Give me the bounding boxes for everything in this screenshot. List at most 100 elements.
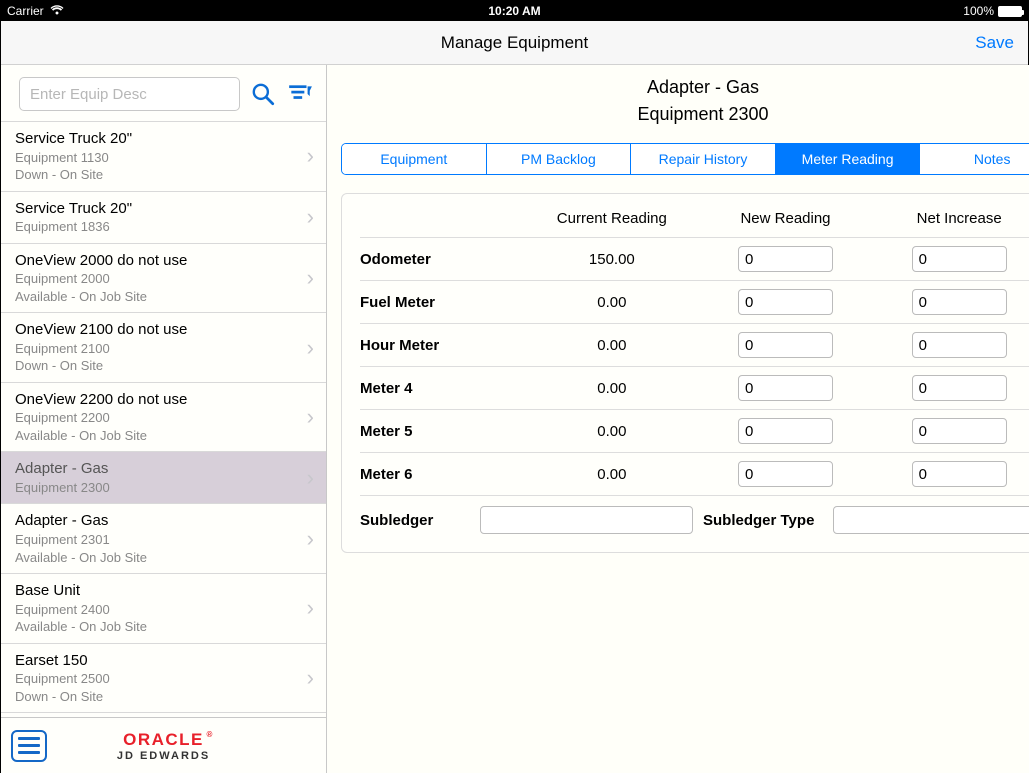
list-item[interactable]: Earset 150Equipment 2500Down - On Site› — [1, 644, 326, 714]
tab-pm-backlog[interactable]: PM Backlog — [487, 144, 632, 174]
item-line1: Equipment 2500 — [15, 670, 314, 688]
meter-row: Odometer150.00 — [360, 237, 1029, 280]
search-input[interactable] — [19, 77, 240, 111]
meter-panel: Current Reading New Reading Net Increase… — [341, 193, 1029, 553]
list-item[interactable]: Spiral Wound Copper — [1, 713, 326, 717]
item-line2: Available - On Job Site — [15, 549, 314, 567]
detail-header: Adapter - Gas Equipment 2300 — [327, 65, 1029, 133]
tabs: EquipmentPM BacklogRepair HistoryMeter R… — [341, 143, 1029, 175]
sidebar: Service Truck 20"Equipment 1130Down - On… — [1, 65, 327, 773]
main-panel: Adapter - Gas Equipment 2300 EquipmentPM… — [327, 65, 1029, 773]
col-new-header: New Reading — [699, 210, 873, 227]
meter-net-input[interactable] — [912, 332, 1007, 358]
chevron-right-icon: › — [307, 265, 314, 291]
list-item[interactable]: OneView 2100 do not useEquipment 2100Dow… — [1, 313, 326, 383]
status-bar: Carrier 10:20 AM 100% — [1, 1, 1028, 21]
meter-net-input[interactable] — [912, 418, 1007, 444]
meter-row: Meter 50.00 — [360, 409, 1029, 452]
item-title: Service Truck 20" — [15, 199, 314, 219]
item-line1: Equipment 2301 — [15, 531, 314, 549]
tab-equipment[interactable]: Equipment — [342, 144, 487, 174]
meter-label: Meter 5 — [360, 423, 525, 440]
subledger-type-label: Subledger Type — [703, 512, 823, 529]
meter-new-input[interactable] — [738, 332, 833, 358]
status-left: Carrier — [7, 4, 64, 18]
meter-current: 0.00 — [525, 423, 699, 440]
item-title: Adapter - Gas — [15, 459, 314, 479]
subledger-row: Subledger Subledger Type — [360, 495, 1029, 534]
chevron-right-icon: › — [307, 335, 314, 361]
item-line2: Available - On Job Site — [15, 618, 314, 636]
meter-row: Meter 40.00 — [360, 366, 1029, 409]
list-item[interactable]: Adapter - GasEquipment 2301Available - O… — [1, 504, 326, 574]
status-time: 10:20 AM — [488, 4, 540, 18]
meter-net-input[interactable] — [912, 289, 1007, 315]
item-title: Earset 150 — [15, 651, 314, 671]
meter-new-input[interactable] — [738, 461, 833, 487]
col-current-header: Current Reading — [525, 210, 699, 227]
list-item[interactable]: Service Truck 20"Equipment 1836› — [1, 192, 326, 244]
chevron-right-icon: › — [307, 665, 314, 691]
tab-notes[interactable]: Notes — [920, 144, 1029, 174]
top-bar: Manage Equipment Save — [1, 21, 1028, 65]
meter-label: Meter 6 — [360, 466, 525, 483]
chevron-right-icon: › — [307, 595, 314, 621]
item-title: Adapter - Gas — [15, 511, 314, 531]
equipment-list: Service Truck 20"Equipment 1130Down - On… — [1, 122, 326, 717]
meter-label: Meter 4 — [360, 380, 525, 397]
meter-row: Meter 60.00 — [360, 452, 1029, 495]
search-row — [1, 65, 326, 122]
tab-repair-history[interactable]: Repair History — [631, 144, 776, 174]
item-line1: Equipment 2000 — [15, 270, 314, 288]
meter-new-input[interactable] — [738, 418, 833, 444]
menu-button[interactable] — [11, 730, 47, 762]
content: Service Truck 20"Equipment 1130Down - On… — [1, 65, 1028, 773]
oracle-label: ORACLE — [123, 730, 204, 750]
search-icon[interactable] — [248, 79, 277, 109]
meter-new-input[interactable] — [738, 289, 833, 315]
filter-icon[interactable] — [285, 79, 314, 109]
meter-row: Hour Meter0.00 — [360, 323, 1029, 366]
footer: ORACLE JD EDWARDS — [1, 717, 326, 773]
item-title: OneView 2200 do not use — [15, 390, 314, 410]
item-line2: Down - On Site — [15, 357, 314, 375]
brand-logo: ORACLE JD EDWARDS — [67, 730, 260, 762]
meter-net-input[interactable] — [912, 461, 1007, 487]
jd-edwards-label: JD EDWARDS — [117, 750, 210, 762]
item-title: OneView 2000 do not use — [15, 251, 314, 271]
list-item[interactable]: Service Truck 20"Equipment 1130Down - On… — [1, 122, 326, 192]
status-right: 100% — [963, 4, 1022, 18]
col-net-header: Net Increase — [872, 210, 1029, 227]
detail-title: Adapter - Gas — [327, 77, 1029, 98]
list-item[interactable]: OneView 2200 do not useEquipment 2200Ava… — [1, 383, 326, 453]
subledger-type-input[interactable] — [833, 506, 1029, 534]
page-title: Manage Equipment — [441, 33, 588, 53]
list-item[interactable]: Adapter - GasEquipment 2300› — [1, 452, 326, 504]
item-line2: Available - On Job Site — [15, 427, 314, 445]
item-line1: Equipment 2200 — [15, 409, 314, 427]
meter-net-input[interactable] — [912, 246, 1007, 272]
save-button[interactable]: Save — [975, 33, 1014, 53]
item-line1: Equipment 1836 — [15, 218, 314, 236]
meter-net-input[interactable] — [912, 375, 1007, 401]
meter-current: 0.00 — [525, 294, 699, 311]
meter-row: Fuel Meter0.00 — [360, 280, 1029, 323]
meter-label: Hour Meter — [360, 337, 525, 354]
tab-meter-reading[interactable]: Meter Reading — [776, 144, 921, 174]
meter-new-input[interactable] — [738, 375, 833, 401]
meter-current: 0.00 — [525, 466, 699, 483]
list-item[interactable]: Base UnitEquipment 2400Available - On Jo… — [1, 574, 326, 644]
item-line1: Equipment 2400 — [15, 601, 314, 619]
subledger-input[interactable] — [480, 506, 693, 534]
battery-percent: 100% — [963, 4, 994, 18]
meter-new-input[interactable] — [738, 246, 833, 272]
meter-current: 150.00 — [525, 251, 699, 268]
meter-label: Odometer — [360, 251, 525, 268]
battery-icon — [998, 6, 1022, 17]
item-title: Service Truck 20" — [15, 129, 314, 149]
meter-current: 0.00 — [525, 380, 699, 397]
meter-label: Fuel Meter — [360, 294, 525, 311]
item-line1: Equipment 2300 — [15, 479, 314, 497]
list-item[interactable]: OneView 2000 do not useEquipment 2000Ava… — [1, 244, 326, 314]
chevron-right-icon: › — [307, 465, 314, 491]
